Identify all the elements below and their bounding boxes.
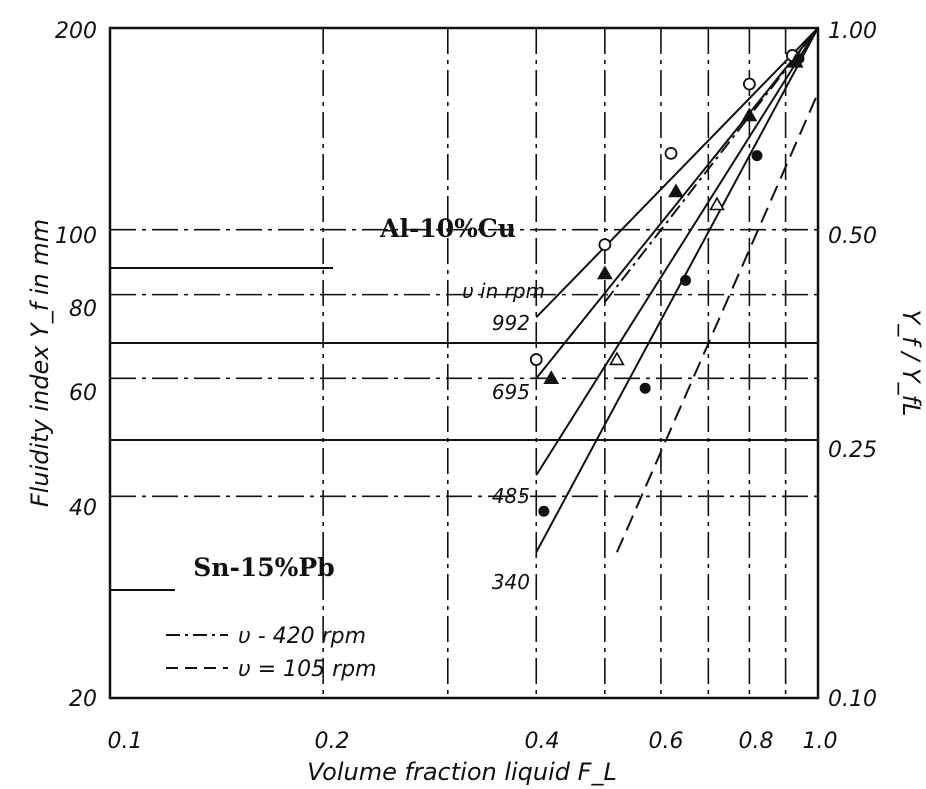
series-points xyxy=(529,49,805,517)
data-point-340 xyxy=(639,382,651,394)
grid xyxy=(110,28,818,698)
y-tick-label: 20 xyxy=(69,687,97,712)
x-tick-labels: 0.1 0.2 0.4 0.6 0.8 1.0 xyxy=(108,729,838,754)
y-tick-label: 60 xyxy=(69,381,97,406)
data-point-695 xyxy=(668,183,684,198)
data-point-695 xyxy=(596,265,613,280)
y2-tick-labels: 0.10 0.25 0.50 1.00 xyxy=(828,19,877,712)
x-tick-label: 0.2 xyxy=(315,729,350,754)
alloy-label-sn-pb: Sn-15%Pb xyxy=(193,553,334,582)
y2-tick-label: 0.50 xyxy=(828,224,877,249)
y-axis-label: Fluidity index Y_f in mm xyxy=(26,219,54,507)
data-point-340 xyxy=(751,150,763,162)
data-point-340 xyxy=(538,505,550,517)
y-tick-label: 80 xyxy=(69,297,97,322)
legend-entry-dashdot: υ - 420 rpm xyxy=(238,624,366,649)
data-point-992 xyxy=(529,353,543,366)
series-label-340: 340 xyxy=(492,570,530,594)
legend: υ - 420 rpm υ = 105 rpm xyxy=(166,624,377,682)
series-label-695: 695 xyxy=(492,380,530,404)
data-point-485 xyxy=(709,196,725,211)
series-label-992: 992 xyxy=(492,311,530,335)
data-point-992 xyxy=(742,77,756,91)
data-point-695 xyxy=(543,370,560,385)
legend-entry-dashed: υ = 105 rpm xyxy=(238,657,377,682)
data-point-340 xyxy=(680,274,692,286)
y2-tick-label: 1.00 xyxy=(828,19,877,44)
series-lines xyxy=(535,27,819,553)
series-label-485: 485 xyxy=(492,484,530,508)
sn-pb-line-dashdot xyxy=(604,27,819,303)
x-tick-label: 1.0 xyxy=(803,729,838,754)
speed-header-label: υ in rpm xyxy=(462,279,545,303)
plot-frame xyxy=(108,26,820,700)
series-line-340 xyxy=(535,27,819,553)
x-tick-label: 0.8 xyxy=(739,729,774,754)
y-tick-label: 40 xyxy=(69,496,97,521)
sn-pb-line-dashed xyxy=(616,92,819,553)
data-point-992 xyxy=(598,238,612,252)
y2-axis-label: Y_f / Y_fL xyxy=(897,310,925,417)
x-tick-label: 0.6 xyxy=(649,729,684,754)
data-point-695 xyxy=(741,107,758,122)
series-line-992 xyxy=(535,27,819,319)
x-axis-label: Volume fraction liquid F_L xyxy=(307,758,617,786)
data-point-992 xyxy=(664,146,678,160)
series-line-485 xyxy=(535,27,819,476)
x-tick-label: 0.4 xyxy=(525,729,560,754)
y2-tick-label: 0.10 xyxy=(828,687,877,712)
data-point-485 xyxy=(609,351,625,366)
horizontal-reference-lines xyxy=(110,267,818,591)
y-tick-label: 200 xyxy=(55,19,97,44)
y2-tick-label: 0.25 xyxy=(828,438,877,463)
y-tick-labels: 20 40 60 80 100 200 xyxy=(55,19,97,712)
data-point-340 xyxy=(793,53,805,65)
alloy-label-al-cu: Al-10%Cu xyxy=(379,214,516,243)
series-line-695 xyxy=(535,27,819,379)
y-tick-label: 100 xyxy=(55,224,97,249)
x-tick-label: 0.1 xyxy=(108,729,143,754)
